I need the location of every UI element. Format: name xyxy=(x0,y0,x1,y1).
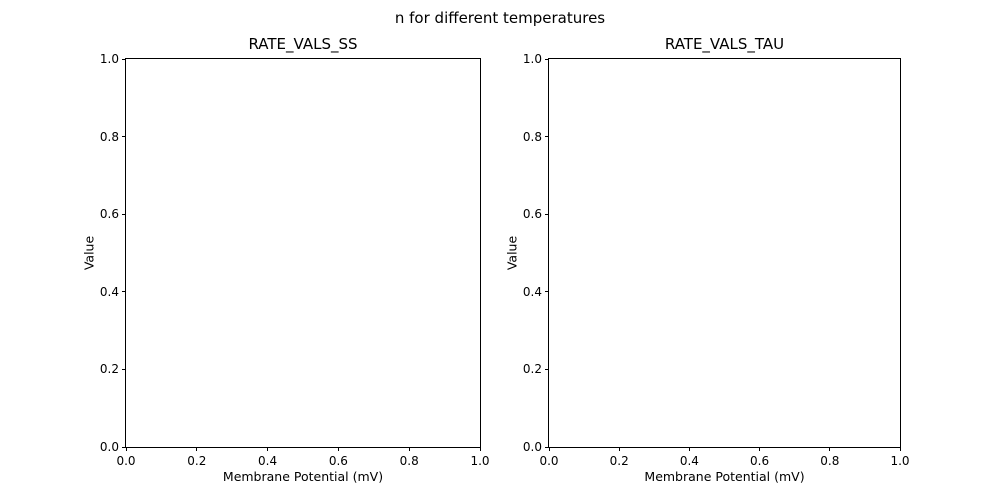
x-tick-mark xyxy=(829,447,831,451)
x-tick-mark xyxy=(196,447,198,451)
y-axis-label: Value xyxy=(81,235,97,271)
plot-area-rate-vals-ss: RATE_VALS_SS Membrane Potential (mV) Val… xyxy=(82,35,490,484)
y-tick-mark xyxy=(122,136,126,138)
x-tick-label: 0.4 xyxy=(679,454,699,468)
y-tick-mark xyxy=(545,136,549,138)
x-tick-mark xyxy=(759,447,761,451)
y-axis-label: Value xyxy=(504,235,520,271)
x-tick-mark xyxy=(267,447,269,451)
x-tick-label: 0.0 xyxy=(539,454,559,468)
y-tick-label: 1.0 xyxy=(99,52,119,66)
x-axis-label: Membrane Potential (mV) xyxy=(644,469,805,484)
plot-area-rate-vals-tau: RATE_VALS_TAU Membrane Potential (mV) Va… xyxy=(505,35,910,484)
x-tick-label: 0.8 xyxy=(399,454,419,468)
y-tick-label: 0.0 xyxy=(99,440,119,454)
y-tick-mark xyxy=(545,213,549,215)
y-tick-label: 0.4 xyxy=(99,284,119,299)
x-tick-label: 1.0 xyxy=(470,454,490,468)
y-tick-mark xyxy=(122,368,126,370)
y-tick-label: 0.2 xyxy=(522,362,542,377)
x-tick-mark xyxy=(408,447,410,451)
x-tick-mark xyxy=(548,447,550,451)
y-tick-label: 0.8 xyxy=(99,129,119,144)
x-tick-label: 0.2 xyxy=(187,454,207,468)
y-tick-mark xyxy=(545,291,549,293)
y-tick-mark xyxy=(545,368,549,370)
subplot-title-rate-vals-ss: RATE_VALS_SS xyxy=(248,35,358,53)
subplot-title-rate-vals-tau: RATE_VALS_TAU xyxy=(664,35,785,53)
x-tick-label: 0.2 xyxy=(609,454,629,468)
x-tick-label: 0.0 xyxy=(116,454,136,468)
x-tick-label: 0.6 xyxy=(328,454,348,468)
x-tick-mark xyxy=(688,447,690,451)
x-tick-mark xyxy=(125,447,127,451)
y-tick-label: 1.0 xyxy=(522,52,542,66)
x-axis-label: Membrane Potential (mV) xyxy=(222,469,384,484)
x-tick-mark xyxy=(618,447,620,451)
y-tick-label: 0.6 xyxy=(99,207,119,222)
figure-title: n for different temperatures xyxy=(394,9,606,27)
x-tick-label: 0.4 xyxy=(258,454,278,468)
y-tick-label: 0.4 xyxy=(522,284,542,299)
y-tick-label: 0.8 xyxy=(522,129,542,144)
y-tick-mark xyxy=(122,446,126,448)
y-tick-mark xyxy=(122,213,126,215)
x-tick-label: 0.6 xyxy=(750,454,770,468)
y-tick-label: 0.6 xyxy=(522,207,542,222)
x-tick-label: 1.0 xyxy=(890,454,910,468)
y-tick-mark xyxy=(545,446,549,448)
y-tick-mark xyxy=(122,58,126,60)
y-tick-mark xyxy=(122,291,126,293)
x-tick-mark xyxy=(337,447,339,451)
y-tick-label: 0.2 xyxy=(99,362,119,377)
x-tick-mark xyxy=(479,447,481,451)
y-tick-label: 0.0 xyxy=(522,440,542,454)
x-tick-label: 0.8 xyxy=(820,454,840,468)
y-tick-mark xyxy=(545,58,549,60)
x-tick-mark xyxy=(899,447,901,451)
